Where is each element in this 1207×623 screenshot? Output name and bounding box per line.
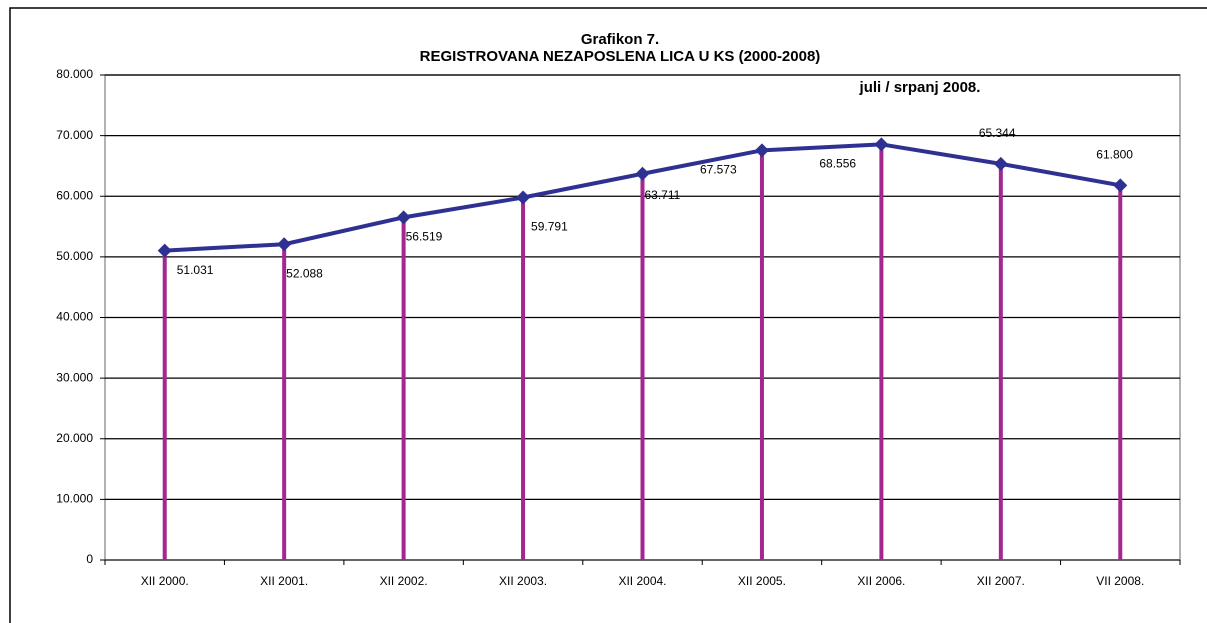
x-tick-label: XII 2007. xyxy=(977,574,1025,588)
y-tick-label: 0 xyxy=(86,552,93,566)
marker xyxy=(1113,178,1128,193)
x-tick-label: XII 2000. xyxy=(141,574,189,588)
marker xyxy=(754,143,769,158)
marker xyxy=(396,210,411,225)
y-tick-label: 80.000 xyxy=(56,67,93,81)
marker xyxy=(993,156,1008,171)
x-tick-label: XII 2005. xyxy=(738,574,786,588)
marker xyxy=(157,243,172,258)
x-tick-label: XII 2001. xyxy=(260,574,308,588)
y-tick-label: 50.000 xyxy=(56,249,93,263)
y-tick-label: 30.000 xyxy=(56,370,93,384)
y-tick-label: 70.000 xyxy=(56,128,93,142)
y-tick-label: 20.000 xyxy=(56,431,93,445)
y-tick-label: 60.000 xyxy=(56,188,93,202)
y-tick-label: 40.000 xyxy=(56,310,93,324)
marker xyxy=(874,137,889,152)
data-label: 56.519 xyxy=(406,230,443,244)
chart-subtitle: REGISTROVANA NEZAPOSLENA LICA U KS (2000… xyxy=(420,48,821,65)
marker xyxy=(277,237,292,252)
marker xyxy=(635,166,650,181)
data-label: 63.711 xyxy=(645,188,681,202)
frame xyxy=(9,7,1207,623)
chart-title: Grafikon 7. xyxy=(581,31,659,48)
x-tick-label: XII 2006. xyxy=(857,574,905,588)
data-label: 59.791 xyxy=(531,220,568,234)
marker xyxy=(516,190,531,205)
data-label: 67.573 xyxy=(700,163,737,177)
data-label: 61.800 xyxy=(1096,148,1133,162)
x-tick-label: VII 2008. xyxy=(1096,574,1144,588)
data-label: 51.031 xyxy=(177,263,214,277)
annotation: juli / srpanj 2008. xyxy=(859,79,981,96)
y-tick-label: 10.000 xyxy=(56,492,93,506)
data-label: 65.344 xyxy=(979,126,1016,140)
x-tick-label: XII 2003. xyxy=(499,574,547,588)
data-label: 52.088 xyxy=(286,266,323,280)
x-tick-label: XII 2004. xyxy=(618,574,666,588)
data-label: 68.556 xyxy=(819,157,856,171)
x-tick-label: XII 2002. xyxy=(380,574,428,588)
